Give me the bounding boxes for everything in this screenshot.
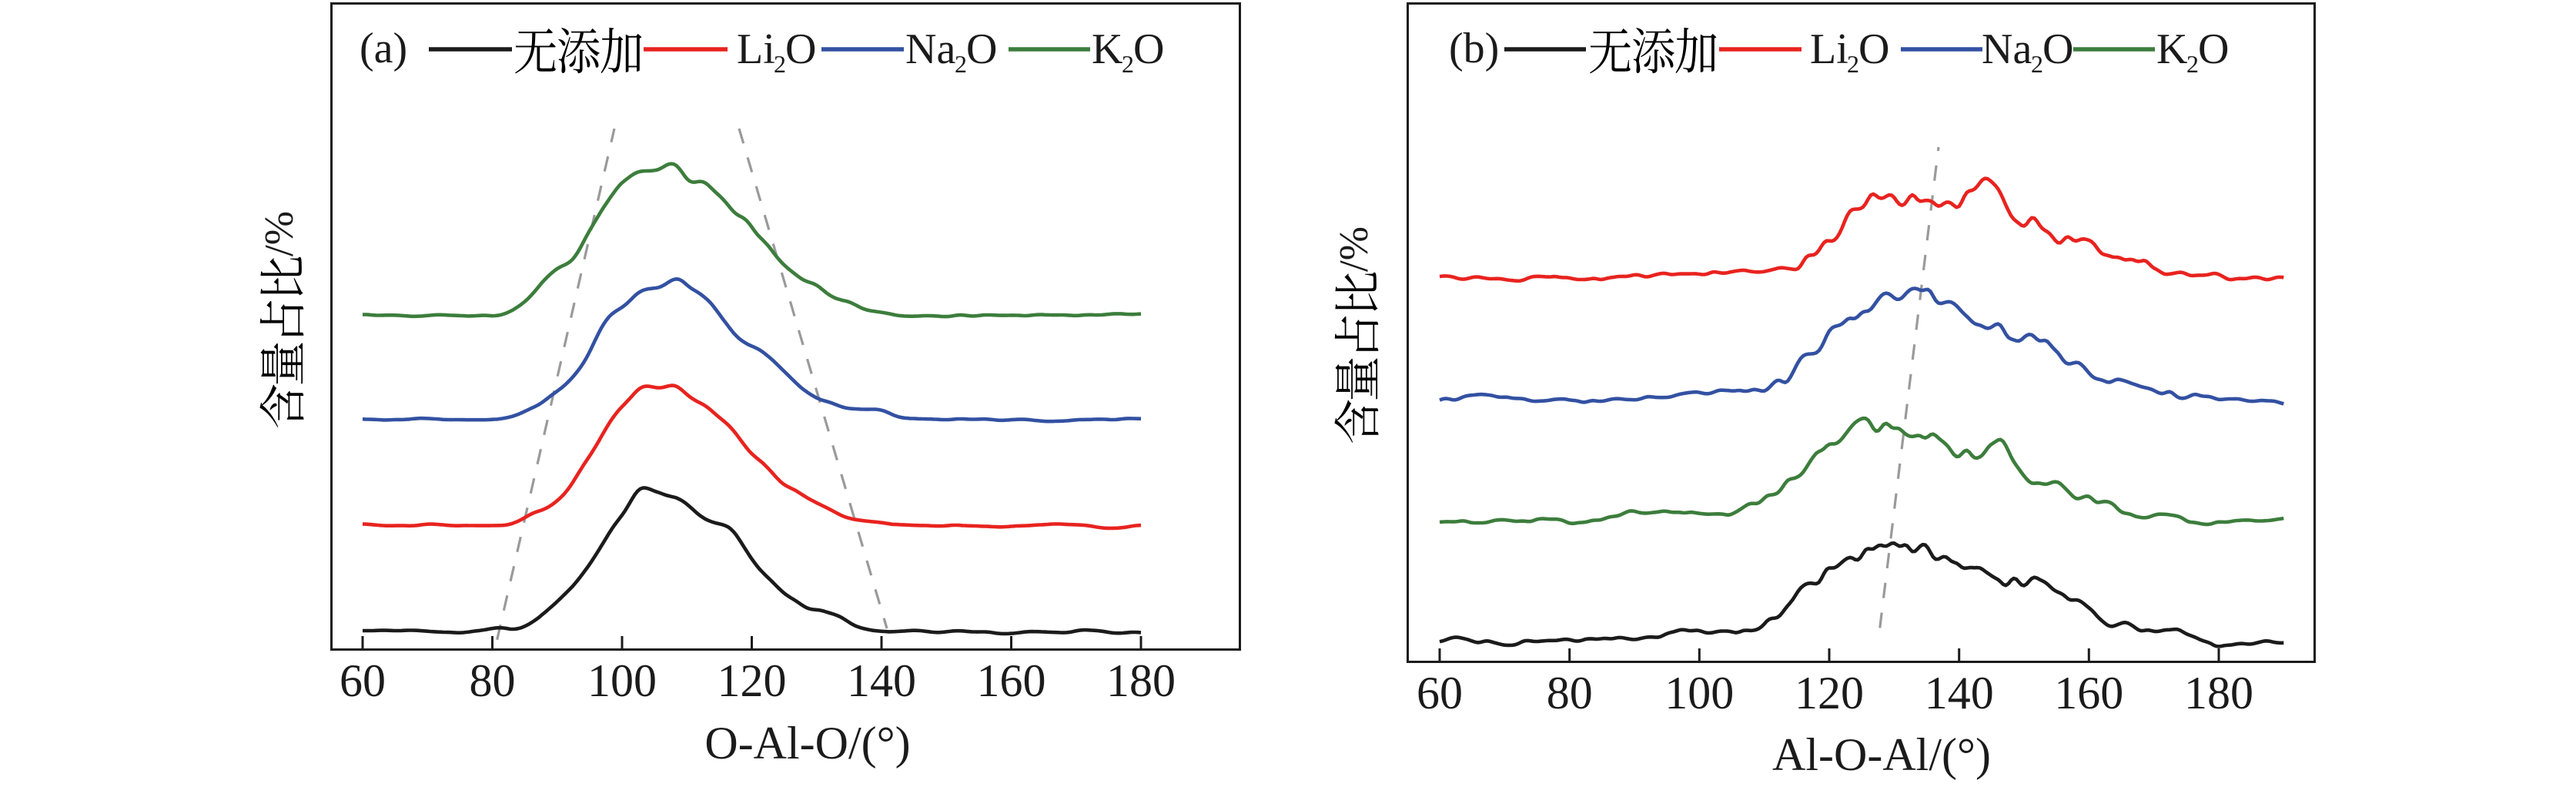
svg-text:(b): (b) (1449, 25, 1499, 72)
svg-text:K2O: K2O (2156, 25, 2229, 78)
svg-text:Na2O: Na2O (1982, 25, 2073, 78)
svg-text:60: 60 (1417, 668, 1463, 718)
svg-text:80: 80 (470, 655, 516, 706)
svg-text:80: 80 (1547, 668, 1593, 718)
svg-text:K2O: K2O (1092, 25, 1164, 78)
svg-text:120: 120 (718, 655, 787, 706)
svg-text:Na2O: Na2O (905, 25, 997, 78)
svg-text:120: 120 (1795, 668, 1864, 718)
svg-text:60: 60 (340, 655, 386, 706)
svg-text:100: 100 (1664, 668, 1734, 718)
svg-text:160: 160 (977, 655, 1046, 706)
svg-text:/%: /% (1332, 226, 1377, 272)
svg-text:O-Al-O/(°): O-Al-O/(°) (704, 718, 910, 769)
svg-text:Al-O-Al/(°): Al-O-Al/(°) (1772, 729, 1991, 780)
svg-text:100: 100 (587, 655, 657, 706)
svg-text:Li2O: Li2O (1810, 25, 1889, 78)
svg-text:180: 180 (2184, 668, 2253, 718)
svg-text:Li2O: Li2O (737, 25, 816, 78)
svg-text:180: 180 (1106, 655, 1176, 706)
svg-text:160: 160 (2054, 668, 2123, 718)
svg-text:140: 140 (847, 655, 916, 706)
svg-text:(a): (a) (360, 25, 407, 72)
svg-text:/%: /% (257, 211, 302, 256)
svg-text:140: 140 (1925, 668, 1994, 718)
